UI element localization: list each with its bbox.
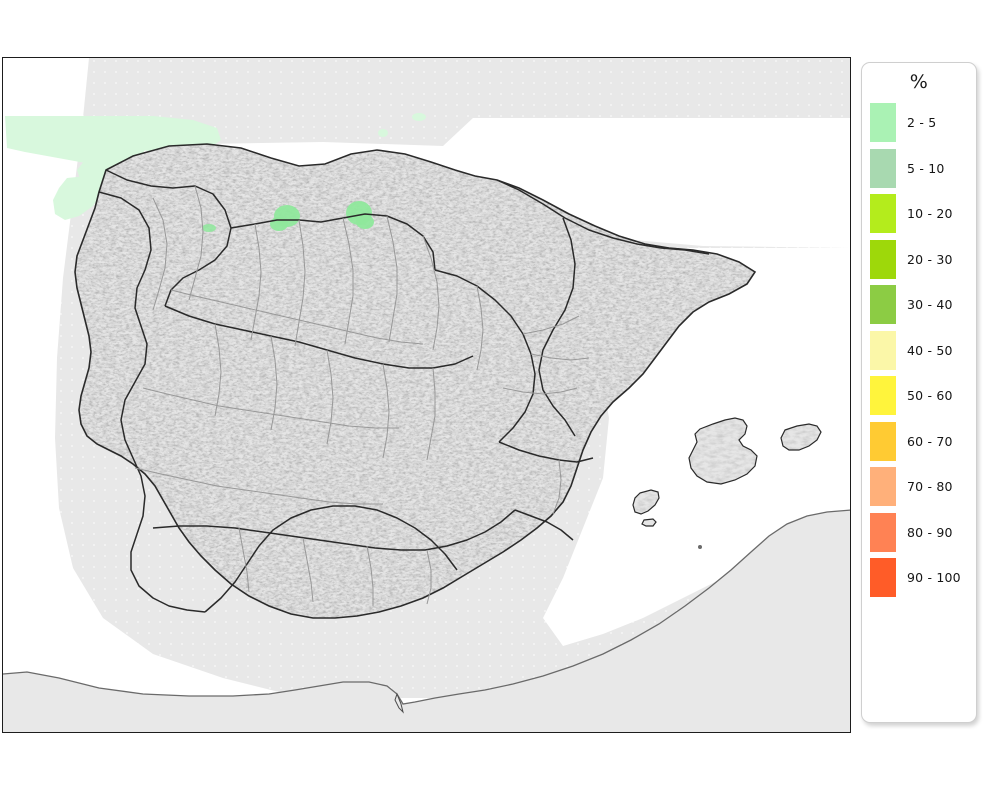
legend-item[interactable]: 30 - 40 bbox=[862, 282, 976, 328]
legend-item[interactable]: 60 - 70 bbox=[862, 419, 976, 465]
legend-item-list: 2 - 5 5 - 10 10 - 20 20 - 30 30 - 40 40 - 50 5… bbox=[862, 100, 976, 601]
legend-color-swatch bbox=[870, 467, 896, 507]
legend-item[interactable]: 80 - 90 bbox=[862, 510, 976, 556]
legend-item[interactable]: 90 - 100 bbox=[862, 555, 976, 601]
legend-item[interactable]: 40 - 50 bbox=[862, 328, 976, 374]
legend-range-label: 20 - 30 bbox=[907, 251, 953, 267]
legend-title: % bbox=[909, 71, 929, 93]
map-panel[interactable]: Probabilidad de racha > 90 km/h kt en 24… bbox=[2, 57, 851, 733]
legend-color-swatch bbox=[870, 421, 896, 461]
legend-color-swatch bbox=[870, 194, 896, 234]
map-graphic bbox=[3, 58, 850, 732]
legend-range-label: 50 - 60 bbox=[907, 388, 953, 404]
legend-range-label: 90 - 100 bbox=[907, 570, 961, 586]
north-africa-coastline bbox=[3, 509, 850, 732]
legend-color-swatch bbox=[870, 239, 896, 279]
legend-color-swatch bbox=[870, 148, 896, 188]
legend-range-label: 30 - 40 bbox=[907, 297, 953, 313]
legend-range-label: 5 - 10 bbox=[907, 160, 945, 176]
legend-range-label: 60 - 70 bbox=[907, 433, 953, 449]
legend-color-swatch bbox=[870, 376, 896, 416]
legend-item[interactable]: 2 - 5 bbox=[862, 100, 976, 146]
legend-range-label: 70 - 80 bbox=[907, 479, 953, 495]
legend-panel[interactable]: % 2 - 5 5 - 10 10 - 20 20 - 30 30 - 40 40 - 5… bbox=[861, 62, 977, 723]
strait-features bbox=[394, 692, 404, 714]
administrative-borders-regional bbox=[98, 169, 710, 613]
legend-range-label: 2 - 5 bbox=[907, 115, 937, 131]
legend-range-label: 40 - 50 bbox=[907, 342, 953, 358]
legend-color-swatch bbox=[870, 330, 896, 370]
balearic-islands bbox=[632, 417, 822, 549]
legend-color-swatch bbox=[870, 512, 896, 552]
legend-item[interactable]: 70 - 80 bbox=[862, 464, 976, 510]
legend-item[interactable]: 10 - 20 bbox=[862, 191, 976, 237]
legend-range-label: 80 - 90 bbox=[907, 524, 953, 540]
legend-color-swatch bbox=[870, 103, 896, 143]
legend-item[interactable]: 50 - 60 bbox=[862, 373, 976, 419]
legend-item[interactable]: 5 - 10 bbox=[862, 146, 976, 192]
administrative-borders-provincial bbox=[134, 185, 590, 606]
probability-patch-north-coast bbox=[202, 201, 374, 232]
legend-range-label: 10 - 20 bbox=[907, 206, 953, 222]
legend-color-swatch bbox=[870, 558, 896, 598]
legend-color-swatch bbox=[870, 285, 896, 325]
legend-item[interactable]: 20 - 30 bbox=[862, 237, 976, 283]
